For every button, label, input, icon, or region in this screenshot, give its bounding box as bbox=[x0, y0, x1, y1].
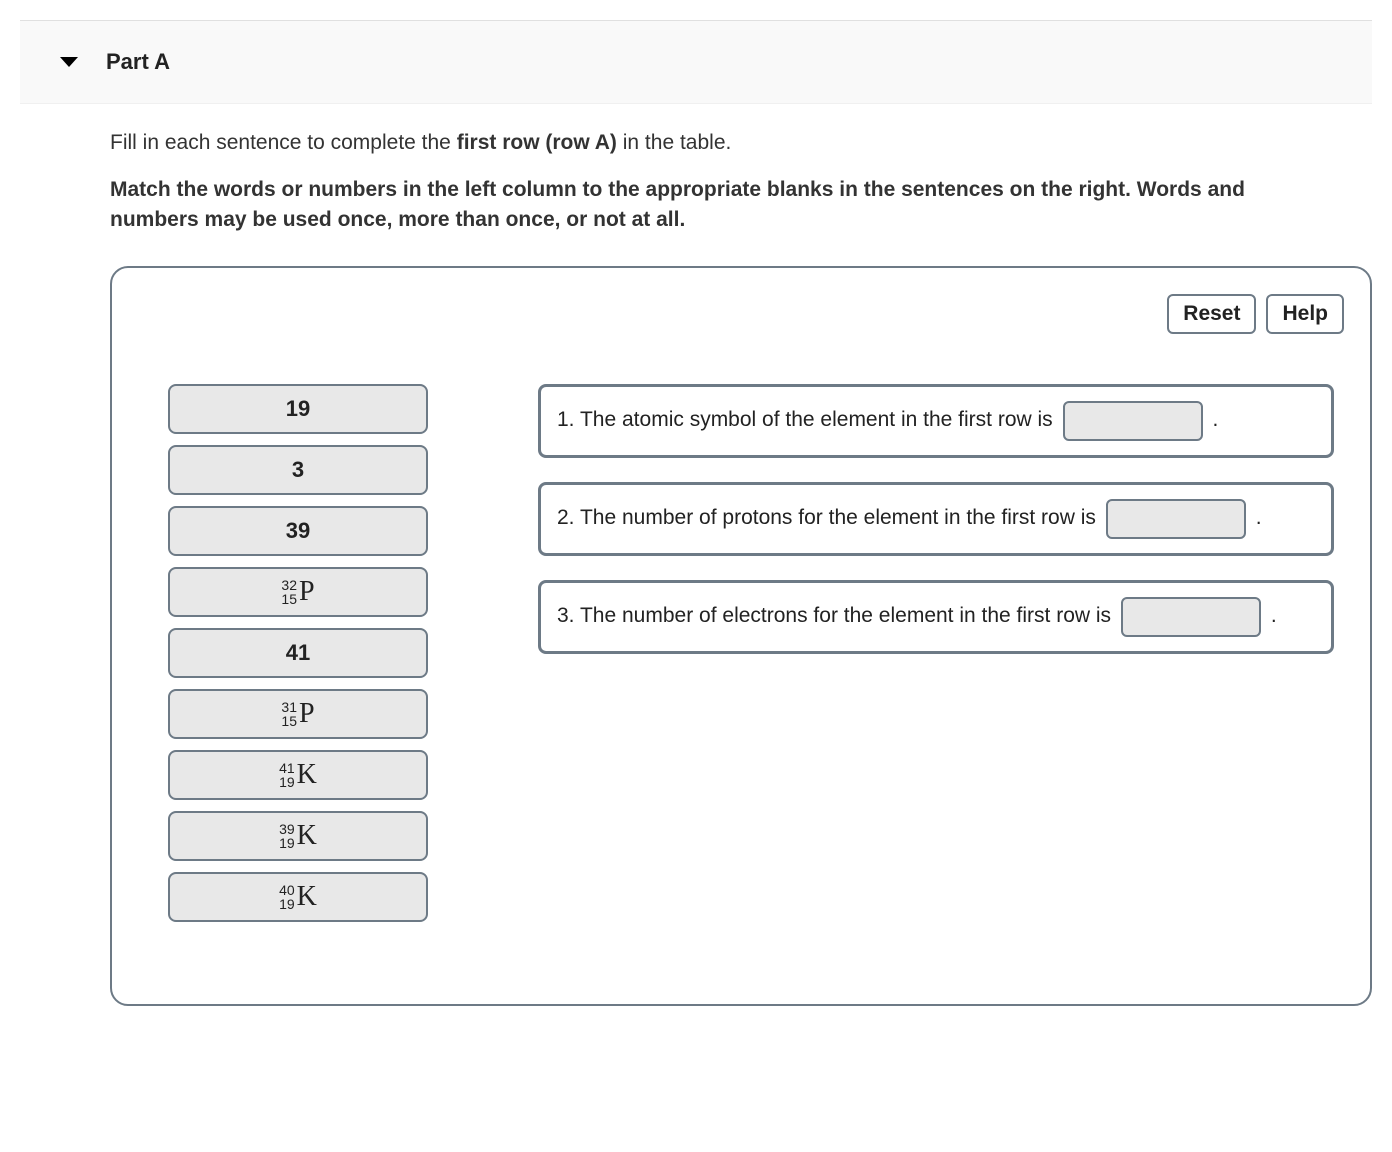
drag-item[interactable]: 39 bbox=[168, 506, 428, 556]
mass-number: 39 bbox=[279, 822, 295, 836]
drag-item[interactable]: 3 bbox=[168, 445, 428, 495]
element-symbol: P bbox=[299, 700, 315, 728]
match-instructions: Match the words or numbers in the left c… bbox=[110, 175, 1282, 234]
collapse-toggle-icon[interactable] bbox=[60, 57, 78, 67]
drag-item[interactable]: 41 bbox=[168, 628, 428, 678]
reset-button[interactable]: Reset bbox=[1167, 294, 1256, 334]
drag-label: 19 bbox=[286, 398, 310, 420]
atomic-number: 19 bbox=[279, 897, 295, 911]
drop-sentence: 3. The number of electrons for the eleme… bbox=[538, 580, 1334, 654]
work-area: 19 3 39 32 15 P 41 bbox=[138, 384, 1344, 922]
sentence-before: The number of electrons for the element … bbox=[580, 604, 1111, 627]
drag-source-column: 19 3 39 32 15 P 41 bbox=[148, 384, 428, 922]
mass-number: 32 bbox=[281, 578, 297, 592]
drop-slot[interactable] bbox=[1063, 401, 1203, 441]
nuclide-label: 31 15 P bbox=[281, 700, 314, 728]
sentence-num: 2. bbox=[557, 506, 575, 529]
intro-text: Fill in each sentence to complete the fi… bbox=[110, 128, 1282, 157]
intro-bold: first row (row A) bbox=[457, 131, 617, 154]
drop-slot[interactable] bbox=[1106, 499, 1246, 539]
drag-item[interactable]: 39 19 K bbox=[168, 811, 428, 861]
element-symbol: K bbox=[297, 883, 317, 911]
drop-slot[interactable] bbox=[1121, 597, 1261, 637]
element-symbol: K bbox=[297, 822, 317, 850]
mass-number: 40 bbox=[279, 883, 295, 897]
nuclide-label: 39 19 K bbox=[279, 822, 317, 850]
instructions-block: Fill in each sentence to complete the fi… bbox=[0, 104, 1392, 250]
sentence-after: . bbox=[1213, 408, 1219, 431]
sentence-after: . bbox=[1256, 506, 1262, 529]
part-title: Part A bbox=[106, 49, 170, 75]
mass-number: 31 bbox=[281, 700, 297, 714]
nuclide-numbers: 31 15 bbox=[281, 700, 297, 728]
drop-target-column: 1. The atomic symbol of the element in t… bbox=[538, 384, 1334, 922]
nuclide-label: 40 19 K bbox=[279, 883, 317, 911]
panel-buttons: Reset Help bbox=[138, 294, 1344, 334]
sentence-num: 3. bbox=[557, 604, 575, 627]
sentence-after: . bbox=[1271, 604, 1277, 627]
drop-sentence: 1. The atomic symbol of the element in t… bbox=[538, 384, 1334, 458]
drag-item[interactable]: 40 19 K bbox=[168, 872, 428, 922]
sentence-num: 1. bbox=[557, 408, 575, 431]
drag-label: 3 bbox=[292, 459, 304, 481]
drag-item[interactable]: 19 bbox=[168, 384, 428, 434]
atomic-number: 15 bbox=[281, 592, 297, 606]
nuclide-label: 41 19 K bbox=[279, 761, 317, 789]
element-symbol: K bbox=[297, 761, 317, 789]
intro-after: in the table. bbox=[617, 131, 731, 154]
atomic-number: 19 bbox=[279, 836, 295, 850]
element-symbol: P bbox=[299, 578, 315, 606]
drop-sentence: 2. The number of protons for the element… bbox=[538, 482, 1334, 556]
activity-panel: Reset Help 19 3 39 32 15 P bbox=[110, 266, 1372, 1006]
nuclide-numbers: 39 19 bbox=[279, 822, 295, 850]
intro-before: Fill in each sentence to complete the bbox=[110, 131, 457, 154]
atomic-number: 19 bbox=[279, 775, 295, 789]
nuclide-numbers: 41 19 bbox=[279, 761, 295, 789]
mass-number: 41 bbox=[279, 761, 295, 775]
part-header: Part A bbox=[20, 20, 1372, 104]
nuclide-numbers: 32 15 bbox=[281, 578, 297, 606]
drag-item[interactable]: 41 19 K bbox=[168, 750, 428, 800]
drag-item[interactable]: 31 15 P bbox=[168, 689, 428, 739]
nuclide-numbers: 40 19 bbox=[279, 883, 295, 911]
drag-item[interactable]: 32 15 P bbox=[168, 567, 428, 617]
atomic-number: 15 bbox=[281, 714, 297, 728]
nuclide-label: 32 15 P bbox=[281, 578, 314, 606]
sentence-before: The atomic symbol of the element in the … bbox=[580, 408, 1053, 431]
help-button[interactable]: Help bbox=[1266, 294, 1344, 334]
sentence-before: The number of protons for the element in… bbox=[580, 506, 1096, 529]
drag-label: 39 bbox=[286, 520, 310, 542]
drag-label: 41 bbox=[286, 642, 310, 664]
